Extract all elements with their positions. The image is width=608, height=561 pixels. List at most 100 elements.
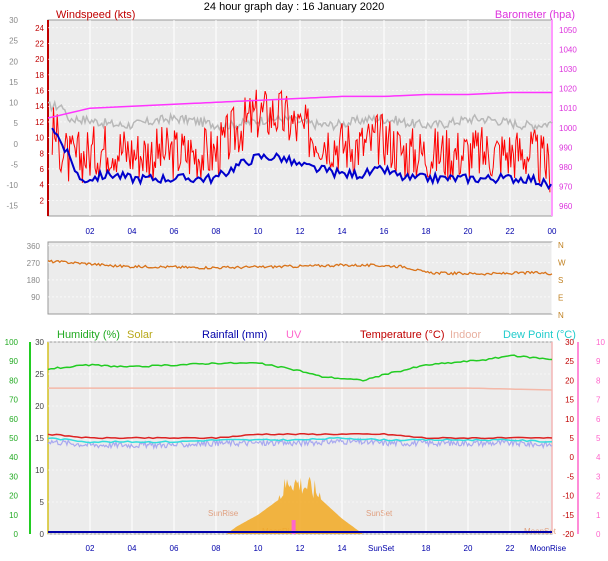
uv-tick: 0 [596, 530, 601, 539]
temperature-tick: -10 [562, 492, 574, 501]
x-tick-label: 16 [380, 227, 389, 236]
humidity-tick: 20 [9, 492, 18, 501]
windspeed-tick: 4 [40, 181, 45, 190]
windspeed-outer-tick: -15 [6, 202, 18, 211]
rainfall-tick: 5 [40, 498, 45, 507]
windspeed-tick: 6 [40, 165, 45, 174]
compass-label: S [558, 276, 563, 285]
x-tick-label: 00 [548, 227, 557, 236]
compass-label: E [558, 294, 563, 303]
humidity-tick: 90 [9, 357, 18, 366]
direction-tick: 270 [27, 259, 41, 268]
uv-tick: 1 [596, 511, 601, 520]
x-tick-label: 12 [296, 227, 305, 236]
barometer-tick: 1010 [559, 104, 577, 113]
windspeed-tick: 8 [40, 149, 45, 158]
barometer-tick: 980 [559, 163, 573, 172]
humidity-tick: 10 [9, 511, 18, 520]
barometer-tick: 1020 [559, 85, 577, 94]
indoor-label: Indoor [450, 329, 482, 341]
humidity-tick: 30 [9, 472, 18, 481]
direction-tick: 360 [27, 242, 41, 251]
average-wind-line [51, 127, 553, 191]
x-tick-label: 22 [506, 544, 515, 553]
rainfall-tick: 30 [35, 338, 44, 347]
sunrise-annotation: SunRise [208, 509, 239, 518]
temperature-tick: 15 [565, 396, 574, 405]
windspeed-outer-tick: 5 [14, 119, 19, 128]
humidity-tick: 70 [9, 396, 18, 405]
barometer-tick: 960 [559, 202, 573, 211]
x-tick-label: 20 [464, 227, 473, 236]
uv-tick: 2 [596, 492, 601, 501]
windspeed-tick: 20 [35, 55, 44, 64]
dewpoint-band-line [47, 437, 553, 451]
windspeed-outer-tick: 15 [9, 78, 18, 87]
rainfall-tick: 10 [35, 466, 44, 475]
barometer-label: Barometer (hpa) [495, 9, 575, 21]
temperature-tick: 25 [565, 357, 574, 366]
compass-label: N [558, 311, 564, 320]
x-tick-label: 06 [170, 544, 179, 553]
direction-tick: 180 [27, 276, 41, 285]
uv-tick: 9 [596, 357, 601, 366]
bottom-sunset-label: SunSet [368, 544, 395, 553]
dewpoint-label: Dew Point (°C) [503, 329, 576, 341]
temperature-label: Temperature (°C) [360, 329, 444, 341]
windspeed-outer-tick: 0 [14, 140, 19, 149]
windspeed-tick: 22 [35, 40, 44, 49]
windspeed-outer-tick: -5 [11, 160, 19, 169]
rainfall-tick: 20 [35, 402, 44, 411]
humidity-tick: 50 [9, 434, 18, 443]
x-tick-label: 10 [254, 227, 263, 236]
bottom-moonrise-label: MoonRise [530, 544, 567, 553]
solar-label: Solar [127, 329, 153, 341]
x-tick-label: 08 [212, 227, 221, 236]
x-tick-label: 10 [254, 544, 263, 553]
x-tick-label: 08 [212, 544, 221, 553]
x-tick-label: 02 [86, 227, 95, 236]
direction-line [47, 259, 553, 276]
temperature-tick: 10 [565, 415, 574, 424]
barometer-line [47, 91, 552, 119]
barometer-tick: 970 [559, 183, 573, 192]
humidity-line [47, 354, 553, 382]
rainfall-tick: 15 [35, 434, 44, 443]
humidity-tick: 0 [14, 530, 19, 539]
humidity-label: Humidity (%) [57, 329, 120, 341]
x-tick-label: 14 [338, 544, 347, 553]
uv-tick: 10 [596, 338, 605, 347]
temperature-tick: -15 [562, 511, 574, 520]
barometer-tick: 1050 [559, 26, 577, 35]
direction-tick: 90 [31, 293, 40, 302]
windspeed-tick: 18 [35, 71, 44, 80]
uv-tick: 3 [596, 472, 601, 481]
windspeed-outer-tick: 20 [9, 57, 18, 66]
temperature-tick: 5 [570, 434, 575, 443]
windspeed-tick: 2 [40, 196, 45, 205]
x-tick-label: 06 [170, 227, 179, 236]
barometer-tick: 1030 [559, 65, 577, 74]
x-tick-label: 12 [296, 544, 305, 553]
x-tick-label: 18 [422, 227, 431, 236]
windspeed-tick: 16 [35, 87, 44, 96]
temperature-tick: -20 [562, 530, 574, 539]
rainfall-tick: 25 [35, 370, 44, 379]
barometer-tick: 1040 [559, 45, 577, 54]
windspeed-label: Windspeed (kts) [56, 9, 135, 21]
temperature-tick: 20 [565, 376, 574, 385]
compass-label: W [558, 259, 566, 268]
x-tick-label: 18 [422, 544, 431, 553]
windspeed-line [51, 89, 551, 193]
windspeed-tick: 10 [35, 134, 44, 143]
x-tick-label: 04 [128, 227, 137, 236]
windspeed-tick: 12 [35, 118, 44, 127]
x-tick-label: 04 [128, 544, 137, 553]
solar-area [226, 476, 363, 534]
windspeed-tick: 24 [35, 24, 44, 33]
dewpoint-line [47, 436, 553, 444]
x-tick-label: 02 [86, 544, 95, 553]
windspeed-outer-tick: -10 [6, 181, 18, 190]
uv-tick: 5 [596, 434, 601, 443]
temperature-tick: 30 [565, 338, 574, 347]
